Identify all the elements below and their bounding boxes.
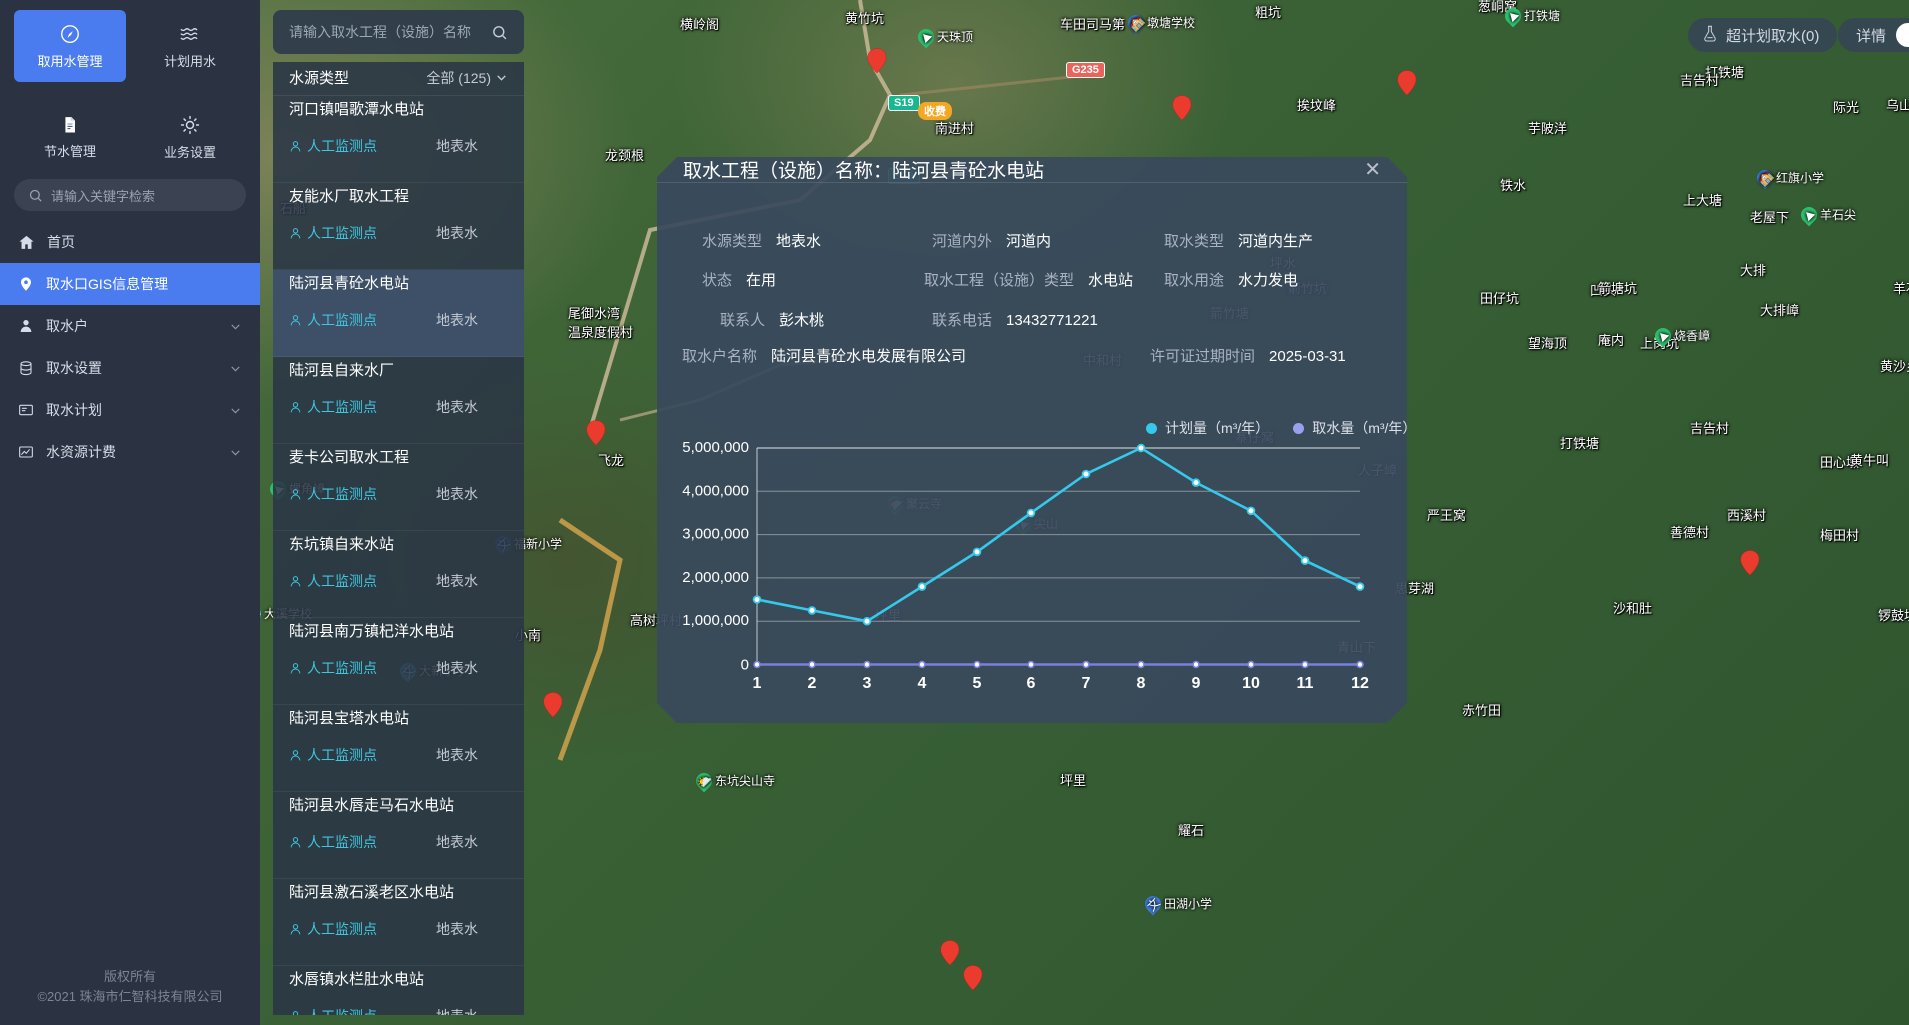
svg-text:3,000,000: 3,000,000	[682, 526, 749, 543]
svg-text:0: 0	[741, 657, 749, 674]
svg-text:6: 6	[1027, 675, 1036, 692]
svg-text:2,000,000: 2,000,000	[682, 569, 749, 586]
svg-text:9: 9	[1192, 675, 1201, 692]
svg-text:4,000,000: 4,000,000	[682, 482, 749, 499]
svg-text:5,000,000: 5,000,000	[682, 439, 749, 456]
svg-text:12: 12	[1351, 675, 1369, 692]
svg-text:1: 1	[753, 675, 762, 692]
svg-text:8: 8	[1137, 675, 1146, 692]
svg-text:10: 10	[1242, 675, 1260, 692]
svg-text:4: 4	[918, 675, 927, 692]
svg-text:3: 3	[863, 675, 872, 692]
svg-text:5: 5	[973, 675, 982, 692]
svg-text:7: 7	[1082, 675, 1091, 692]
svg-text:2: 2	[808, 675, 817, 692]
svg-text:1,000,000: 1,000,000	[682, 612, 749, 629]
svg-text:11: 11	[1297, 675, 1314, 692]
